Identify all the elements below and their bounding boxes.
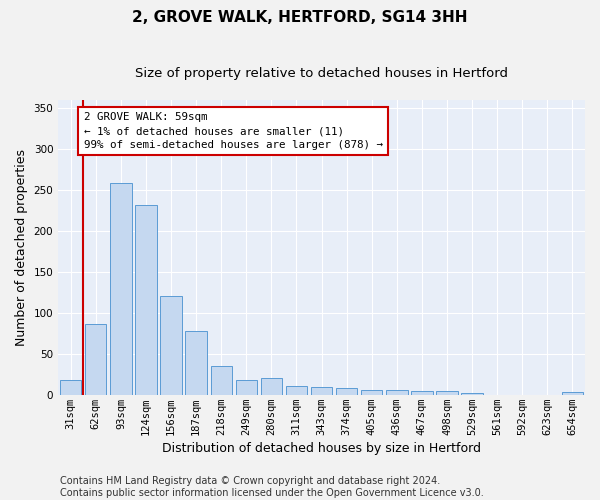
Bar	[461, 393, 483, 395]
Text: 2 GROVE WALK: 59sqm
← 1% of detached houses are smaller (11)
99% of semi-detache: 2 GROVE WALK: 59sqm ← 1% of detached hou…	[84, 112, 383, 150]
Text: Contains HM Land Registry data © Crown copyright and database right 2024.
Contai: Contains HM Land Registry data © Crown c…	[60, 476, 484, 498]
Bar	[160, 296, 182, 395]
Bar	[386, 390, 407, 395]
Bar	[411, 390, 433, 395]
Y-axis label: Number of detached properties: Number of detached properties	[15, 149, 28, 346]
Bar	[185, 331, 207, 395]
Bar	[436, 392, 458, 395]
Bar	[311, 388, 332, 395]
X-axis label: Distribution of detached houses by size in Hertford: Distribution of detached houses by size …	[162, 442, 481, 455]
Bar	[261, 378, 282, 395]
Bar	[136, 204, 157, 395]
Title: Size of property relative to detached houses in Hertford: Size of property relative to detached ho…	[135, 68, 508, 80]
Bar	[286, 386, 307, 395]
Bar	[361, 390, 382, 395]
Text: 2, GROVE WALK, HERTFORD, SG14 3HH: 2, GROVE WALK, HERTFORD, SG14 3HH	[132, 10, 468, 25]
Bar	[110, 182, 131, 395]
Bar	[211, 366, 232, 395]
Bar	[60, 380, 82, 395]
Bar	[562, 392, 583, 395]
Bar	[85, 324, 106, 395]
Bar	[336, 388, 358, 395]
Bar	[236, 380, 257, 395]
